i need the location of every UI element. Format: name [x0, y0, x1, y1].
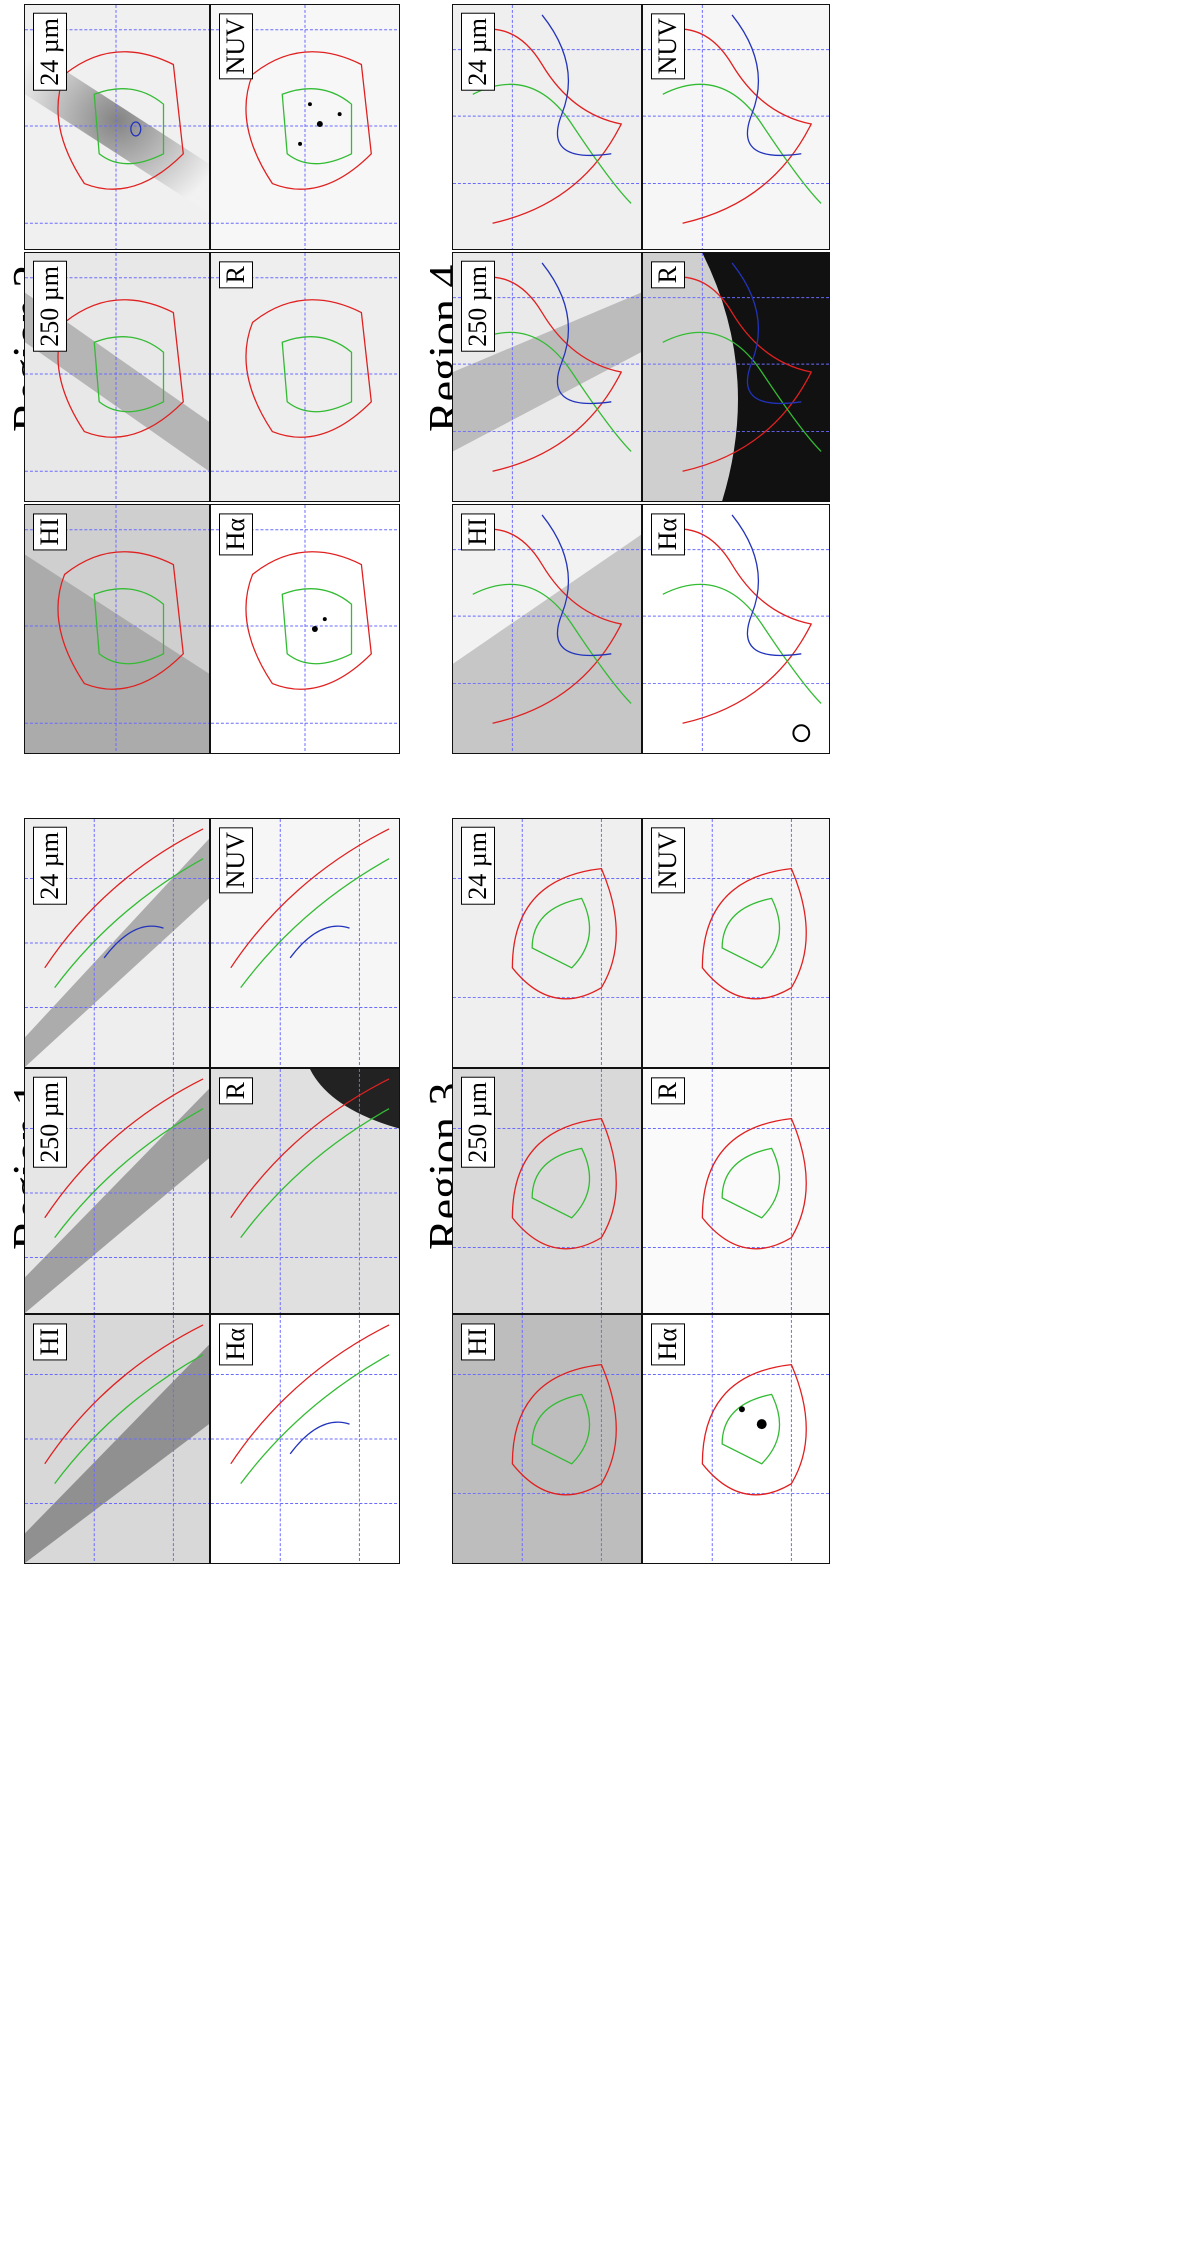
- panel-label: 24 µm: [33, 827, 67, 905]
- region-2-panel-250um: 250 µm: [24, 252, 210, 502]
- region-2-panel-halpha: Hα: [210, 504, 400, 754]
- panel-label: HI: [33, 513, 67, 551]
- region-4-panel-24um: 24 µm: [452, 4, 642, 250]
- panel-label: 250 µm: [33, 1077, 67, 1168]
- panel-label: NUV: [651, 827, 685, 894]
- panel-label: NUV: [651, 13, 685, 80]
- region-3-panel-nuv: NUV: [642, 818, 830, 1068]
- region-3-panel-r: R: [642, 1068, 830, 1314]
- panel-label: NUV: [219, 827, 253, 894]
- region-4-panel-250um: 250 µm: [452, 252, 642, 502]
- panel-label: R: [651, 261, 685, 289]
- region-3-panel-250um: 250 µm: [452, 1068, 642, 1314]
- panel-label: 24 µm: [461, 13, 495, 91]
- region-3-panel-24um: 24 µm: [452, 818, 642, 1068]
- region-2-panel-hi: HI: [24, 504, 210, 754]
- panel-label: 250 µm: [461, 261, 495, 352]
- panel-label: NUV: [219, 13, 253, 80]
- region-3-panel-halpha: Hα: [642, 1314, 830, 1564]
- panel-label: R: [219, 261, 253, 289]
- panel-label: 250 µm: [461, 1077, 495, 1168]
- region-4-panel-r: R: [642, 252, 830, 502]
- panel-label: Hα: [219, 1323, 253, 1366]
- panel-label: Hα: [219, 513, 253, 556]
- region-2-panel-nuv: NUV: [210, 4, 400, 250]
- region-1-panel-halpha: Hα: [210, 1314, 400, 1564]
- region-1-panel-r: R: [210, 1068, 400, 1314]
- region-4-panel-halpha: Hα: [642, 504, 830, 754]
- region-3-panel-hi: HI: [452, 1314, 642, 1564]
- region-1-panel-nuv: NUV: [210, 818, 400, 1068]
- panel-label: HI: [33, 1323, 67, 1361]
- region-4-panel-hi: HI: [452, 504, 642, 754]
- panel-label: R: [219, 1077, 253, 1105]
- panel-label: 24 µm: [461, 827, 495, 905]
- region-4-panel-nuv: NUV: [642, 4, 830, 250]
- region-1-panel-250um: 250 µm: [24, 1068, 210, 1314]
- panel-label: 24 µm: [33, 13, 67, 91]
- region-1-panel-24um: 24 µm: [24, 818, 210, 1068]
- region-2-panel-r: R: [210, 252, 400, 502]
- panel-label: HI: [461, 1323, 495, 1361]
- panel-label: Hα: [651, 513, 685, 556]
- region-2-panel-24um: 24 µm: [24, 4, 210, 250]
- panel-label: Hα: [651, 1323, 685, 1366]
- region-1-panel-hi: HI: [24, 1314, 210, 1564]
- panel-label: R: [651, 1077, 685, 1105]
- panel-label: 250 µm: [33, 261, 67, 352]
- panel-label: HI: [461, 513, 495, 551]
